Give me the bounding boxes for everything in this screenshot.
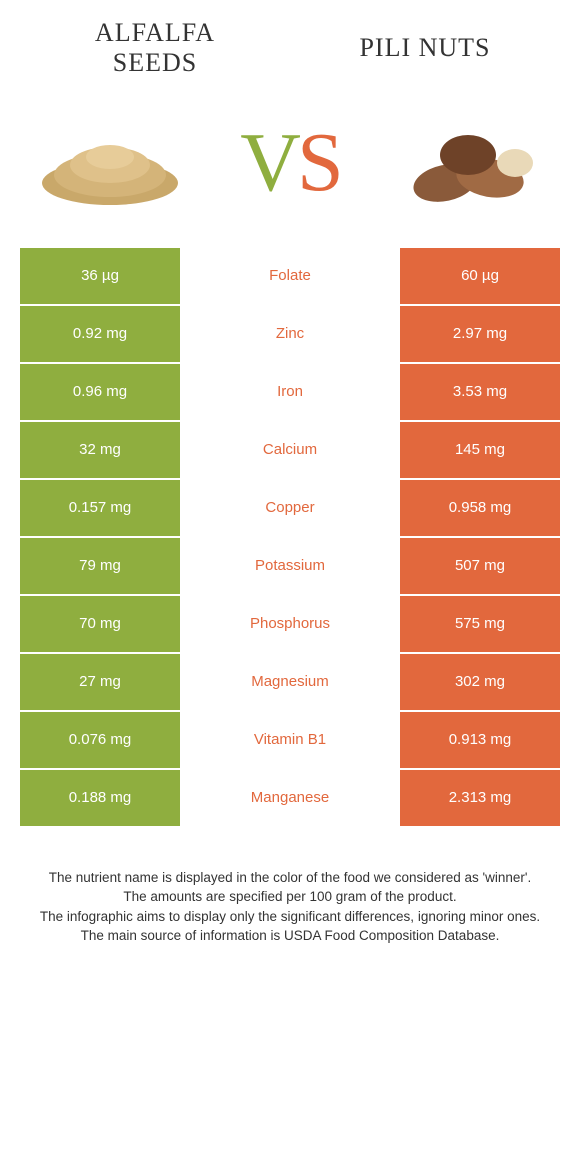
footer-line1: The nutrient name is displayed in the co… xyxy=(30,868,550,888)
table-row: 70 mgPhosphorus575 mg xyxy=(20,596,560,652)
nutrient-label: Magnesium xyxy=(180,654,400,710)
nutrient-label: Folate xyxy=(180,248,400,304)
nutrient-label: Potassium xyxy=(180,538,400,594)
table-row: 0.96 mgIron3.53 mg xyxy=(20,364,560,420)
nutrient-label: Manganese xyxy=(180,770,400,826)
left-title-line1: Alfalfa xyxy=(95,18,215,47)
left-value: 32 mg xyxy=(20,422,180,478)
left-value: 0.96 mg xyxy=(20,364,180,420)
nutrient-label: Calcium xyxy=(180,422,400,478)
left-value: 0.92 mg xyxy=(20,306,180,362)
vs-s: S xyxy=(297,114,340,211)
table-row: 36 µgFolate60 µg xyxy=(20,248,560,304)
pili-nuts-image xyxy=(390,108,550,218)
left-title-line2: seeds xyxy=(113,48,197,77)
vs-label: VS xyxy=(240,114,339,211)
footer-line2: The amounts are specified per 100 gram o… xyxy=(30,887,550,907)
right-value: 575 mg xyxy=(400,596,560,652)
left-value: 79 mg xyxy=(20,538,180,594)
table-row: 27 mgMagnesium302 mg xyxy=(20,654,560,710)
nutrient-label: Phosphorus xyxy=(180,596,400,652)
right-value: 145 mg xyxy=(400,422,560,478)
nutrient-label: Iron xyxy=(180,364,400,420)
footer-notes: The nutrient name is displayed in the co… xyxy=(0,828,580,946)
footer-line4: The main source of information is USDA F… xyxy=(30,926,550,946)
table-row: 0.92 mgZinc2.97 mg xyxy=(20,306,560,362)
right-value: 2.97 mg xyxy=(400,306,560,362)
nutrient-label: Vitamin B1 xyxy=(180,712,400,768)
vs-v: V xyxy=(240,114,297,211)
header: Alfalfa seeds Pili nuts xyxy=(0,0,580,78)
right-value: 302 mg xyxy=(400,654,560,710)
table-row: 0.076 mgVitamin B10.913 mg xyxy=(20,712,560,768)
hero-row: VS xyxy=(0,78,580,248)
nutrient-label: Copper xyxy=(180,480,400,536)
table-row: 0.157 mgCopper0.958 mg xyxy=(20,480,560,536)
right-value: 2.313 mg xyxy=(400,770,560,826)
right-value: 0.958 mg xyxy=(400,480,560,536)
left-value: 70 mg xyxy=(20,596,180,652)
left-value: 27 mg xyxy=(20,654,180,710)
right-value: 507 mg xyxy=(400,538,560,594)
table-row: 32 mgCalcium145 mg xyxy=(20,422,560,478)
left-value: 36 µg xyxy=(20,248,180,304)
left-food-title: Alfalfa seeds xyxy=(40,18,290,78)
nutrient-label: Zinc xyxy=(180,306,400,362)
nutrient-table: 36 µgFolate60 µg0.92 mgZinc2.97 mg0.96 m… xyxy=(20,248,560,826)
table-row: 79 mgPotassium507 mg xyxy=(20,538,560,594)
footer-line3: The infographic aims to display only the… xyxy=(30,907,550,927)
right-value: 60 µg xyxy=(400,248,560,304)
right-food-title: Pili nuts xyxy=(290,33,540,63)
table-row: 0.188 mgManganese2.313 mg xyxy=(20,770,560,826)
left-value: 0.157 mg xyxy=(20,480,180,536)
right-value: 3.53 mg xyxy=(400,364,560,420)
left-value: 0.188 mg xyxy=(20,770,180,826)
right-value: 0.913 mg xyxy=(400,712,560,768)
left-value: 0.076 mg xyxy=(20,712,180,768)
alfalfa-seeds-image xyxy=(30,108,190,218)
